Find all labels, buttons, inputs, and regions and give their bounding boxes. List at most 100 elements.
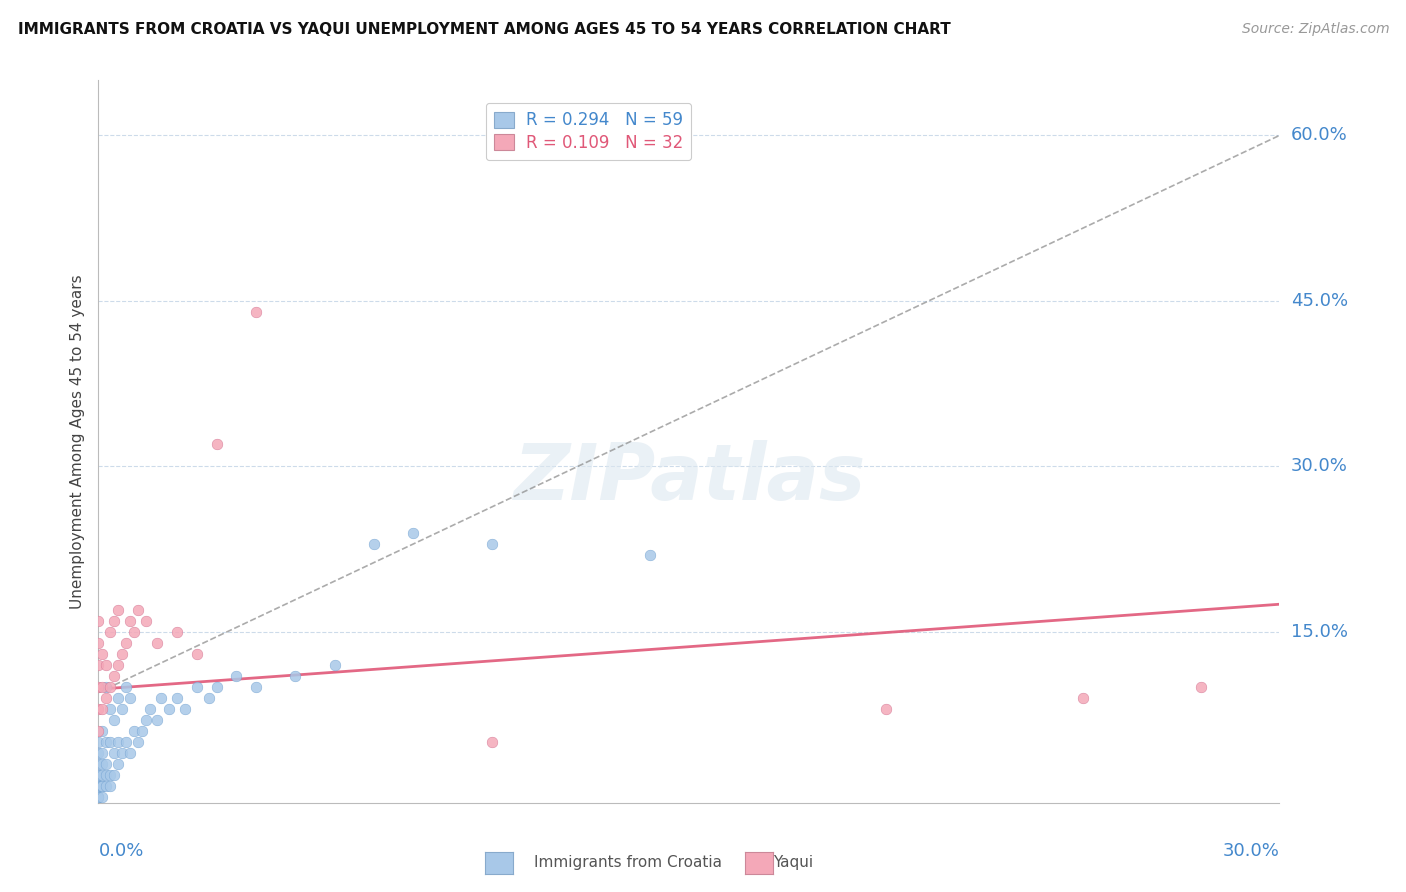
Point [157, 702, 180, 716]
Point [103, 746, 125, 760]
Legend: R = 0.294   N = 59, R = 0.109   N = 32: R = 0.294 N = 59, R = 0.109 N = 32 [485, 103, 692, 160]
Point [96, 680, 118, 694]
Text: Immigrants from Croatia: Immigrants from Croatia [534, 855, 723, 870]
Point [111, 746, 134, 760]
Point [87, 702, 110, 716]
Point [111, 702, 134, 716]
Point [138, 702, 160, 716]
Text: Yaqui: Yaqui [773, 855, 814, 870]
Point [481, 735, 503, 749]
Point [87, 614, 110, 628]
Point [87, 790, 110, 805]
Point [98, 768, 121, 782]
Point [111, 647, 134, 661]
Point [115, 735, 138, 749]
Point [481, 536, 503, 550]
Point [98, 735, 121, 749]
Point [103, 614, 125, 628]
Point [402, 525, 425, 540]
Point [107, 657, 129, 672]
Point [91, 757, 114, 772]
Point [205, 437, 228, 451]
Point [87, 757, 110, 772]
Point [363, 536, 385, 550]
Point [115, 636, 138, 650]
Point [115, 680, 138, 694]
Point [87, 735, 110, 749]
Point [91, 746, 114, 760]
Point [166, 624, 188, 639]
Text: Source: ZipAtlas.com: Source: ZipAtlas.com [1241, 22, 1389, 37]
Point [96, 757, 118, 772]
Point [174, 702, 197, 716]
Point [98, 680, 121, 694]
Point [98, 624, 121, 639]
Point [103, 768, 125, 782]
Point [197, 691, 219, 706]
Point [166, 691, 188, 706]
Point [87, 724, 110, 739]
Point [96, 657, 118, 672]
Point [91, 702, 114, 716]
Text: ZIPatlas: ZIPatlas [513, 440, 865, 516]
Y-axis label: Unemployment Among Ages 45 to 54 years: Unemployment Among Ages 45 to 54 years [69, 274, 84, 609]
Point [638, 548, 661, 562]
Point [135, 614, 157, 628]
Point [87, 636, 110, 650]
Point [225, 669, 247, 683]
Point [205, 680, 228, 694]
Point [1071, 691, 1094, 706]
Text: 30.0%: 30.0% [1223, 842, 1279, 860]
Point [96, 735, 118, 749]
Point [91, 779, 114, 793]
Text: 60.0%: 60.0% [1291, 127, 1347, 145]
Point [87, 768, 110, 782]
Point [107, 603, 129, 617]
Point [87, 779, 110, 793]
Point [91, 790, 114, 805]
Point [186, 647, 208, 661]
Point [107, 757, 129, 772]
Point [91, 779, 114, 793]
Text: 45.0%: 45.0% [1291, 292, 1348, 310]
Point [91, 647, 114, 661]
Point [87, 746, 110, 760]
Point [146, 713, 169, 727]
Point [323, 657, 346, 672]
Point [186, 680, 208, 694]
Point [127, 735, 149, 749]
Text: 30.0%: 30.0% [1291, 458, 1347, 475]
Point [122, 724, 145, 739]
Point [1189, 680, 1212, 694]
Point [96, 768, 118, 782]
Point [91, 768, 114, 782]
Point [135, 713, 157, 727]
Point [127, 603, 149, 617]
Point [118, 614, 141, 628]
Point [98, 779, 121, 793]
Point [122, 624, 145, 639]
Point [107, 735, 129, 749]
Point [87, 790, 110, 805]
Point [131, 724, 153, 739]
Point [96, 779, 118, 793]
Point [87, 657, 110, 672]
Point [245, 305, 267, 319]
Point [87, 768, 110, 782]
Point [146, 636, 169, 650]
Point [875, 702, 897, 716]
Point [87, 680, 110, 694]
Text: 0.0%: 0.0% [98, 842, 143, 860]
Point [87, 779, 110, 793]
Point [87, 790, 110, 805]
Point [118, 746, 141, 760]
Point [107, 691, 129, 706]
Point [103, 669, 125, 683]
Text: 15.0%: 15.0% [1291, 623, 1347, 640]
Point [150, 691, 173, 706]
Point [96, 691, 118, 706]
Text: IMMIGRANTS FROM CROATIA VS YAQUI UNEMPLOYMENT AMONG AGES 45 TO 54 YEARS CORRELAT: IMMIGRANTS FROM CROATIA VS YAQUI UNEMPLO… [18, 22, 950, 37]
Point [91, 724, 114, 739]
Point [118, 691, 141, 706]
Point [91, 680, 114, 694]
